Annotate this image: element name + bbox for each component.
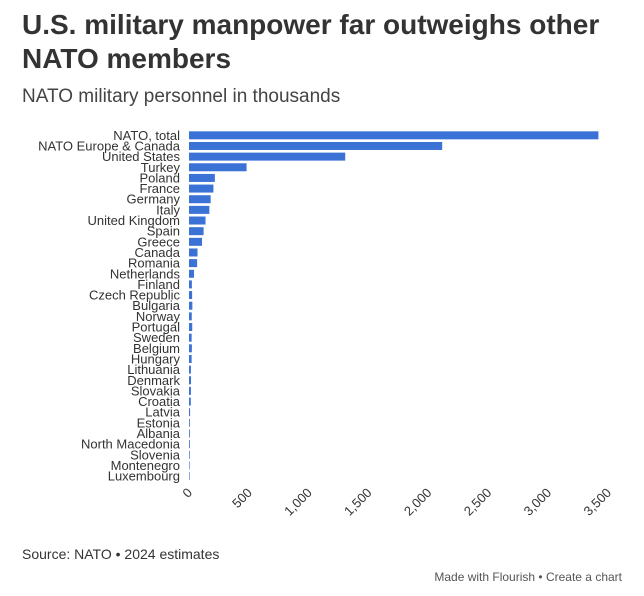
x-tick-label: 3,500 (581, 485, 615, 519)
bar[interactable] (189, 386, 191, 395)
category-label: Luxembourg (108, 469, 180, 484)
bar[interactable] (189, 163, 247, 172)
x-tick-label: 2,500 (461, 485, 495, 519)
bar[interactable] (189, 376, 192, 385)
category-label: Canada (134, 245, 180, 260)
bar[interactable] (189, 472, 190, 481)
bar[interactable] (189, 131, 599, 140)
category-label: NATO Europe & Canada (38, 138, 181, 153)
bar[interactable] (189, 408, 191, 417)
category-label: Hungary (131, 351, 181, 366)
category-label: Portugal (132, 320, 181, 335)
category-label: North Macedonia (81, 437, 181, 452)
bar[interactable] (189, 227, 204, 236)
bar[interactable] (189, 152, 346, 161)
bar[interactable] (189, 397, 191, 406)
bar[interactable] (189, 195, 211, 204)
category-label: Croatia (138, 394, 181, 409)
category-label: Slovakia (131, 383, 181, 398)
x-tick-label: 1,500 (341, 485, 375, 519)
category-label: Italy (156, 202, 180, 217)
footer-credit: Made with Flourish • Create a chart (434, 570, 622, 584)
bar[interactable] (189, 461, 190, 470)
category-label: Turkey (141, 160, 181, 175)
create-chart-link[interactable]: Create a chart (545, 570, 622, 584)
category-label: Netherlands (110, 266, 181, 281)
category-label: Spain (147, 224, 180, 239)
chart-title: U.S. military manpower far outweighs oth… (22, 9, 600, 74)
category-label: Slovenia (130, 447, 181, 462)
category-label: Norway (136, 309, 181, 324)
bar[interactable] (189, 418, 190, 427)
bar[interactable] (189, 216, 206, 225)
bar[interactable] (189, 291, 193, 300)
category-label: Greece (137, 234, 180, 249)
x-tick-label: 3,000 (521, 485, 555, 519)
bar[interactable] (189, 173, 215, 182)
x-tick-label: 2,000 (401, 485, 435, 519)
bar[interactable] (189, 450, 190, 459)
source-note: Source: NATO • 2024 estimates (22, 546, 220, 562)
bar[interactable] (189, 429, 190, 438)
category-label: United Kingdom (88, 213, 181, 228)
bar[interactable] (189, 280, 192, 289)
category-label: NATO, total (113, 128, 180, 143)
category-label: Bulgaria (132, 298, 180, 313)
bar[interactable] (189, 333, 192, 342)
made-with-flourish-link[interactable]: Made with Flourish (434, 570, 536, 584)
category-label: Denmark (127, 373, 180, 388)
category-label: Estonia (137, 415, 181, 430)
chart-subtitle: NATO military personnel in thousands (22, 86, 341, 107)
bar[interactable] (189, 141, 443, 150)
category-label: Germany (127, 192, 181, 207)
bar[interactable] (189, 323, 193, 332)
category-label: Belgium (133, 341, 180, 356)
bar[interactable] (189, 248, 198, 257)
category-label: Sweden (133, 330, 180, 345)
category-label: Montenegro (111, 458, 180, 473)
bar[interactable] (189, 269, 195, 278)
category-label: France (140, 181, 180, 196)
category-label: Lithuania (127, 362, 181, 377)
bar[interactable] (189, 184, 214, 193)
x-tick-label: 500 (229, 485, 255, 511)
category-label: Poland (140, 170, 180, 185)
category-label: United States (102, 149, 181, 164)
credit-separator: • (538, 570, 543, 584)
x-tick-label: 0 (179, 485, 195, 501)
bar[interactable] (189, 365, 191, 374)
category-label: Romania (128, 256, 181, 271)
bar[interactable] (189, 259, 198, 268)
bar[interactable] (189, 344, 192, 353)
category-label: Finland (137, 277, 180, 292)
category-label: Albania (137, 426, 181, 441)
bar[interactable] (189, 440, 190, 449)
bar[interactable] (189, 312, 192, 321)
x-tick-label: 1,000 (281, 485, 315, 519)
category-label: Czech Republic (89, 288, 181, 303)
bar[interactable] (189, 237, 203, 246)
category-label: Latvia (145, 405, 180, 420)
bar[interactable] (189, 205, 210, 214)
bar[interactable] (189, 301, 193, 310)
bar[interactable] (189, 354, 192, 363)
